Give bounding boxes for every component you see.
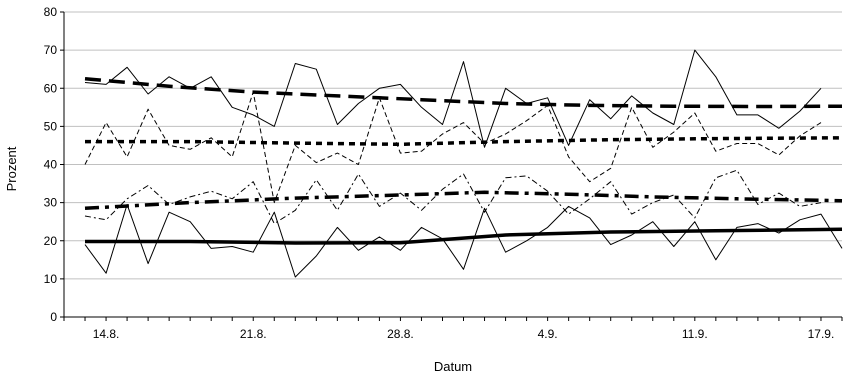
series-line-dashed-thin xyxy=(84,91,822,204)
y-tick-label: 40 xyxy=(44,158,58,172)
y-tick-label: 50 xyxy=(44,119,58,133)
axes xyxy=(60,11,843,321)
y-tick-label: 0 xyxy=(50,310,57,324)
x-axis-title: Datum xyxy=(434,359,472,374)
x-tick-labels: 14.8. 21.8. 28.8. 4.9. 11.9. 17.9. xyxy=(93,327,835,341)
series-line-solid-thin-upper xyxy=(84,49,822,148)
y-tick-label: 80 xyxy=(44,5,58,19)
series-line-dashdot-thick-trend xyxy=(84,190,843,211)
series-line-dashed-thick-trend xyxy=(84,76,843,109)
x-tick-label: 14.8. xyxy=(93,327,120,341)
y-tick-label: 20 xyxy=(44,234,58,248)
x-tick-label: 11.9. xyxy=(682,327,708,341)
series-line-dashdot-thin xyxy=(84,169,822,225)
y-tick-label: 70 xyxy=(44,43,58,57)
x-tick-label: 4.9. xyxy=(538,327,558,341)
series-line-dotted-thick-trend xyxy=(85,136,843,147)
series-line-solid-thin-lower xyxy=(84,204,843,278)
y-axis-title: Prozent xyxy=(4,146,19,191)
y-tick-labels: 0 10 20 30 40 50 60 70 80 xyxy=(44,5,58,324)
x-tick-label: 28.8. xyxy=(387,327,414,341)
y-tick-label: 10 xyxy=(44,272,58,286)
series-group xyxy=(84,49,843,278)
x-tick-label: 21.8. xyxy=(240,327,267,341)
series-line-solid-thick-trend xyxy=(85,227,843,245)
y-tick-label: 60 xyxy=(44,81,58,95)
y-tick-label: 30 xyxy=(44,196,58,210)
x-tick-label: 17.9. xyxy=(808,327,835,341)
